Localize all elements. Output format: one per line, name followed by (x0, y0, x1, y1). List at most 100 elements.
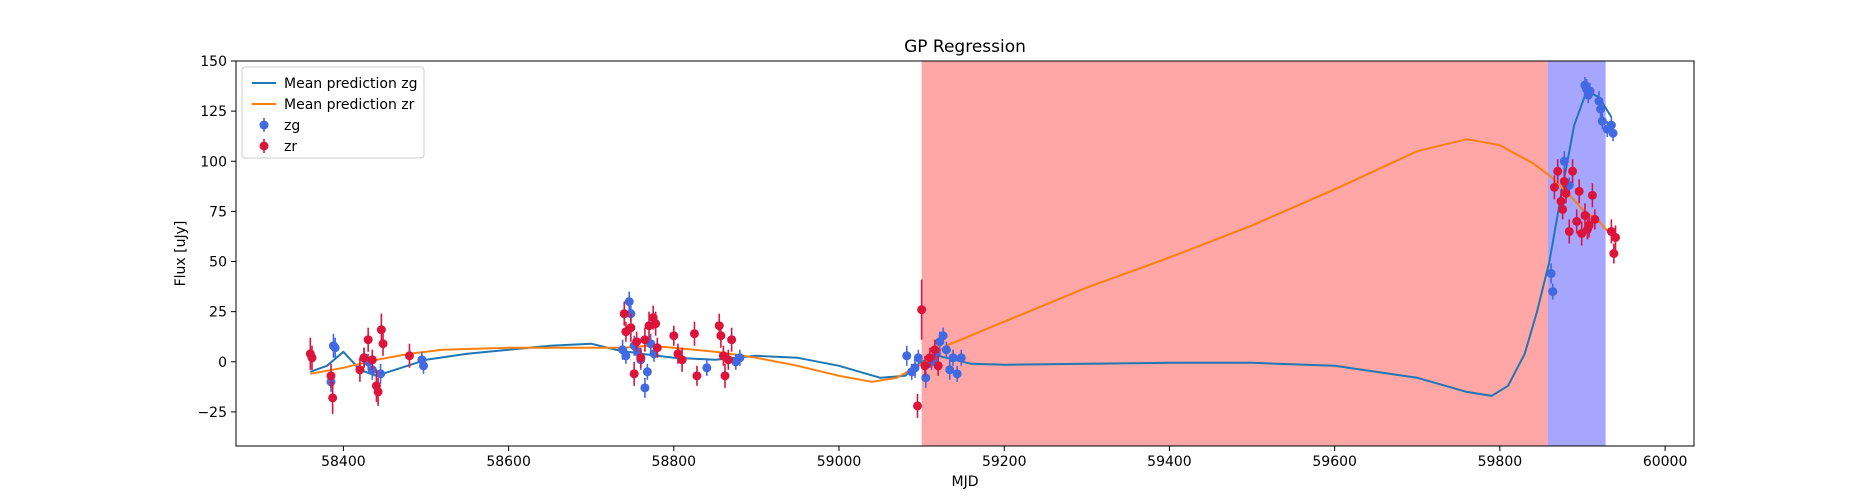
point-zg (921, 373, 931, 383)
x-tick-label: 59200 (982, 454, 1027, 470)
x-tick-label: 59000 (817, 454, 862, 470)
y-tick-label: 25 (209, 305, 227, 321)
y-tick-label: −25 (197, 405, 227, 421)
point-zg (642, 367, 652, 377)
y-tick-label: 150 (200, 54, 227, 70)
point-zr (1549, 182, 1559, 192)
point-zr (307, 353, 317, 363)
point-zg (910, 363, 920, 373)
point-zr (677, 355, 687, 365)
point-zr (1561, 188, 1571, 198)
y-tick-label: 50 (209, 255, 227, 271)
point-zg (702, 363, 712, 373)
point-zr (376, 325, 386, 335)
point-zr (355, 365, 365, 375)
point-zg (956, 353, 966, 363)
point-zr (636, 353, 646, 363)
point-zr (933, 361, 943, 371)
point-zg (1585, 86, 1595, 96)
legend: Mean prediction zg Mean prediction zr zg zr (241, 66, 425, 159)
point-zg (330, 343, 340, 353)
y-tick-label: 75 (209, 204, 227, 220)
point-zr (629, 369, 639, 379)
x-tick-label: 58600 (486, 454, 531, 470)
point-zr (1574, 186, 1584, 196)
point-zr (714, 321, 724, 331)
point-zr (363, 335, 373, 345)
y-axis-title: Flux [uJy] (173, 221, 189, 287)
point-zr (404, 351, 414, 361)
point-zr (328, 393, 338, 403)
point-zr (632, 337, 642, 347)
point-zg (624, 297, 634, 307)
point-zr (930, 345, 940, 355)
legend-swatch-zr (259, 141, 269, 151)
point-zr (920, 361, 930, 371)
x-tick-label: 59600 (1312, 454, 1357, 470)
x-tick-label: 60000 (1643, 454, 1688, 470)
point-zg (1596, 104, 1606, 114)
point-zr (1609, 249, 1619, 258)
chart-title: GP Regression (904, 37, 1026, 57)
point-zg (419, 361, 429, 371)
point-zr (689, 329, 699, 339)
shaded-regions (921, 61, 1606, 446)
point-zg (952, 369, 962, 379)
point-zr (913, 401, 923, 411)
point-zg (1597, 116, 1607, 126)
mean-prediction-lines (309, 90, 1613, 397)
point-zr (1587, 190, 1597, 200)
observation-points (305, 77, 1621, 418)
point-zg (1546, 269, 1556, 279)
x-axis-title: MJD (952, 474, 979, 490)
point-zg (735, 353, 745, 363)
point-zr (692, 371, 702, 381)
point-zr (1611, 232, 1621, 242)
point-zr (326, 371, 336, 381)
point-zg (902, 351, 912, 361)
point-zr (1580, 210, 1590, 220)
point-zr (1556, 196, 1566, 206)
point-zr (917, 305, 927, 315)
point-zg (945, 365, 955, 375)
point-zr (720, 371, 730, 381)
point-zr (1553, 166, 1563, 176)
point-zg (1559, 156, 1569, 166)
point-zr (1572, 216, 1582, 226)
point-zr (1559, 176, 1569, 186)
point-zg (1606, 120, 1616, 130)
point-zr (1584, 220, 1594, 230)
point-zr (1568, 166, 1578, 176)
y-tick-label: 0 (218, 355, 227, 371)
point-zg (1608, 128, 1618, 138)
y-tick-label: 125 (200, 104, 227, 120)
point-zr (359, 353, 369, 363)
shaded-region-2 (1547, 61, 1606, 446)
point-zg (1594, 96, 1604, 106)
point-zr (640, 335, 650, 345)
shaded-region-1 (921, 61, 1548, 446)
point-zr (716, 331, 726, 341)
plot-frame (235, 60, 1695, 447)
point-zr (367, 355, 377, 365)
point-zg (621, 351, 631, 361)
point-zg (913, 353, 923, 363)
y-axis: −25 0 25 50 75 100 125 150 (197, 54, 236, 421)
x-axis: 58400 58600 58800 59000 59200 59400 59600 59800… (321, 446, 1687, 470)
x-tick-label: 59400 (1147, 454, 1192, 470)
legend-label-zg: zg (284, 118, 300, 134)
point-zr (626, 323, 636, 333)
legend-box (241, 66, 425, 159)
point-zr (619, 309, 629, 319)
legend-label-mean-prediction-zg: Mean prediction zg (284, 76, 418, 92)
point-zg (376, 369, 386, 379)
y-tick-label: 100 (200, 154, 227, 170)
point-zg (938, 331, 948, 341)
line-mean-prediction-zr (310, 138, 1613, 383)
point-zr (373, 387, 383, 397)
point-zr (925, 353, 935, 363)
point-zg (948, 353, 958, 363)
legend-label-zr: zr (284, 139, 297, 155)
